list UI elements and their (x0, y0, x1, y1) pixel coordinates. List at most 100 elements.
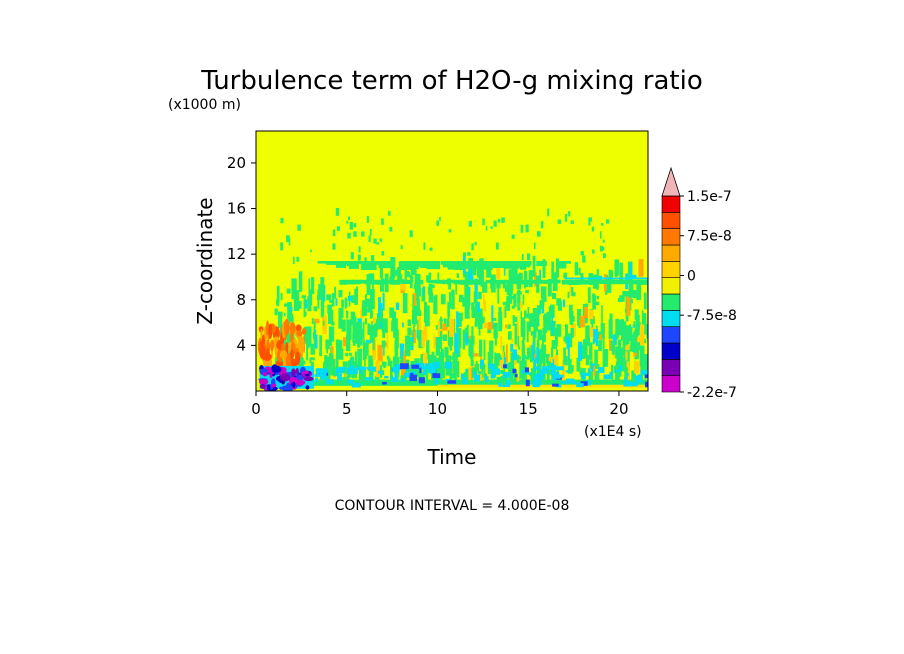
turbulence-streak (483, 293, 485, 305)
turbulence-streak (524, 271, 528, 286)
turbulence-streak (314, 318, 320, 324)
turbulence-streak (536, 361, 542, 379)
turbulence-streak (608, 339, 612, 351)
turbulence-streak (452, 352, 458, 372)
surface-negative-patch (553, 378, 557, 382)
turbulence-streak (431, 284, 435, 288)
turbulence-streak (398, 261, 401, 282)
turbulence-streak (563, 272, 568, 279)
upper-blob (490, 226, 493, 229)
turbulence-streak (586, 328, 590, 338)
upper-blob (409, 230, 413, 238)
surface-negative-cell (262, 371, 267, 377)
turbulence-streak (583, 318, 588, 324)
turbulence-streak (456, 360, 460, 378)
turbulence-streak (519, 301, 523, 308)
turbulence-streak (530, 331, 536, 336)
upper-band (317, 261, 330, 264)
surface-negative-patch (409, 374, 418, 382)
surface-negative-patch (462, 377, 468, 385)
upper-blob (336, 226, 340, 231)
surface-negative-patch (506, 380, 511, 385)
colorbar-level (661, 244, 681, 262)
turbulence-streak (416, 310, 422, 317)
turbulence-streak (542, 288, 545, 306)
turbulence-streak (442, 334, 448, 342)
turbulence-streak (364, 353, 366, 367)
turbulence-streak (629, 263, 633, 281)
turbulence-streak (331, 345, 334, 357)
upper-blob (353, 223, 357, 228)
turbulence-streak (502, 351, 504, 372)
surface-band (437, 384, 648, 388)
upper-blob (288, 238, 291, 246)
turbulence-streak (500, 336, 503, 350)
surface-negative-patch (555, 366, 564, 371)
mid-level-band (364, 279, 373, 285)
turbulence-streak (447, 305, 450, 325)
x-tick-label: 20 (609, 400, 628, 418)
turbulence-streak (529, 372, 534, 377)
mid-level-band (453, 279, 466, 285)
surface-negative-patch (631, 382, 638, 387)
positive-layer (260, 328, 263, 339)
upper-blob (439, 216, 441, 222)
turbulence-streak (487, 351, 493, 368)
turbulence-streak (639, 345, 645, 367)
turbulence-streak (579, 315, 585, 328)
turbulence-streak (310, 357, 315, 361)
turbulence-streak (626, 296, 631, 316)
upper-blob (353, 231, 357, 237)
turbulence-streak (524, 310, 527, 319)
upper-blob (493, 220, 497, 227)
turbulence-streak (391, 311, 397, 321)
turbulence-streak (474, 278, 478, 300)
turbulence-streak (622, 357, 626, 364)
turbulence-streak (408, 341, 414, 346)
turbulence-streak (631, 274, 637, 280)
turbulence-streak (494, 352, 497, 369)
mid-level-band (339, 279, 347, 285)
upper-blob (485, 225, 488, 231)
upper-blob (468, 220, 473, 227)
surface-negative-patch (434, 379, 439, 385)
turbulence-streak (625, 348, 630, 369)
turbulence-streak (346, 319, 352, 340)
surface-negative-patch (384, 375, 389, 379)
mid-level-band (428, 279, 438, 284)
turbulence-streak (433, 375, 435, 381)
surface-negative-patch (560, 380, 569, 384)
surface-negative-patch (532, 380, 540, 388)
turbulence-streak (463, 372, 469, 382)
turbulence-streak (304, 311, 307, 317)
upper-blob (501, 217, 505, 223)
mid-level-band (390, 279, 401, 285)
turbulence-streak (552, 324, 555, 332)
turbulence-streak (291, 316, 294, 325)
turbulence-streak (634, 328, 639, 348)
turbulence-streak (307, 296, 312, 312)
turbulence-streak (522, 294, 525, 305)
surface-negative-cell (271, 383, 277, 388)
turbulence-streak (532, 342, 535, 361)
turbulence-streak (479, 339, 483, 357)
surface-negative-patch (542, 366, 551, 370)
turbulence-streak (386, 328, 389, 349)
x-tick-label: 15 (519, 400, 538, 418)
positive-layer (261, 352, 272, 361)
turbulence-streak (413, 324, 415, 333)
turbulence-streak (370, 309, 372, 319)
turbulence-streak (503, 307, 505, 318)
surface-negative-patch (445, 378, 451, 382)
turbulence-streak (475, 311, 481, 323)
upper-blob (436, 220, 440, 226)
turbulence-streak (393, 318, 398, 338)
turbulence-streak (347, 295, 353, 302)
positive-layer (270, 339, 275, 352)
turbulence-streak (502, 301, 507, 306)
turbulence-streak (594, 370, 599, 380)
turbulence-streak (546, 311, 552, 327)
turbulence-streak (584, 339, 588, 358)
upper-blob (296, 256, 300, 262)
surface-negative-patch (319, 372, 327, 379)
